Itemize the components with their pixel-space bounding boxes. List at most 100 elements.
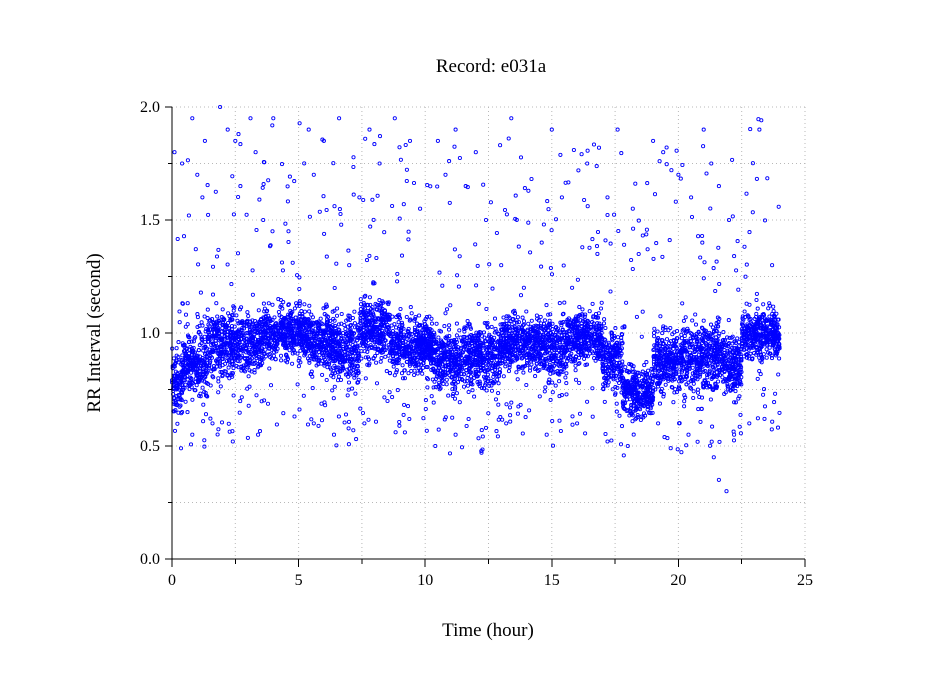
data-point [236,194,241,200]
data-point [267,316,272,321]
data-point [240,319,245,324]
data-point [399,371,405,376]
data-point [442,417,447,422]
data-point [423,328,428,333]
data-point [401,345,406,351]
data-point [387,317,392,322]
data-point [185,373,190,379]
data-point [440,378,445,383]
data-point [312,350,317,356]
data-point [178,403,183,408]
data-point [324,302,329,307]
data-point [245,310,250,315]
data-point [324,304,329,309]
data-point [279,260,285,265]
data-point [250,268,255,273]
data-point [317,322,322,327]
data-point [352,337,357,342]
data-point [308,324,313,329]
data-point [409,332,414,337]
data-point [297,299,302,304]
data-point [408,317,413,322]
data-point [236,321,241,326]
data-point [309,369,314,374]
data-point [244,212,249,217]
data-point [221,356,226,362]
data-point [455,273,460,278]
data-point [457,328,462,333]
data-point [424,347,429,352]
data-point [345,356,350,361]
data-point [351,365,357,370]
data-point [393,343,398,348]
data-point [448,347,453,352]
data-point [210,317,215,322]
data-point [236,132,241,137]
data-point [235,358,240,364]
data-point [297,313,302,319]
data-point [202,438,207,443]
data-point [367,295,372,300]
data-point [336,365,341,370]
data-point [591,142,597,147]
data-point [287,321,292,326]
data-point [309,417,314,422]
data-point [338,350,343,355]
data-point [577,380,582,385]
data-point [373,333,378,338]
data-point [193,247,198,252]
data-point [436,427,441,432]
data-point [262,351,267,356]
data-point [307,303,312,308]
data-point [187,355,192,360]
data-point [423,406,428,412]
data-point [351,331,357,336]
data-point [378,303,383,308]
data-point [561,263,566,268]
data-point [439,340,444,345]
data-point [456,352,461,357]
data-point [384,328,389,333]
data-point [210,339,215,344]
data-point [409,368,414,374]
data-point [406,237,411,242]
data-point [229,282,234,287]
data-point [178,396,183,401]
data-point [276,309,281,315]
data-point [496,381,501,386]
data-point [290,316,295,322]
data-point [207,336,212,341]
data-point [321,194,326,199]
data-point [425,365,430,370]
data-point [297,275,302,280]
data-point [423,398,428,403]
data-point [352,344,357,349]
data-point [436,366,441,371]
data-point [390,338,395,343]
data-point [278,304,283,309]
data-point [461,384,467,389]
data-point [417,329,422,334]
data-point [346,347,351,352]
data-point [392,373,397,378]
data-point [241,331,246,336]
data-point [375,338,380,343]
data-point [257,197,262,202]
data-point [238,348,243,353]
data-point [209,342,214,348]
data-point [248,361,253,366]
data-point [439,359,444,364]
data-point [292,328,297,333]
data-point [181,234,187,239]
data-point [608,289,613,294]
data-point [260,185,265,190]
data-point [319,418,325,423]
data-point [264,344,269,349]
data-point [450,415,455,420]
data-point [608,241,613,246]
data-point [327,333,332,338]
data-point [330,371,335,376]
data-point [309,328,314,333]
data-point [235,345,240,350]
data-point [308,342,313,347]
